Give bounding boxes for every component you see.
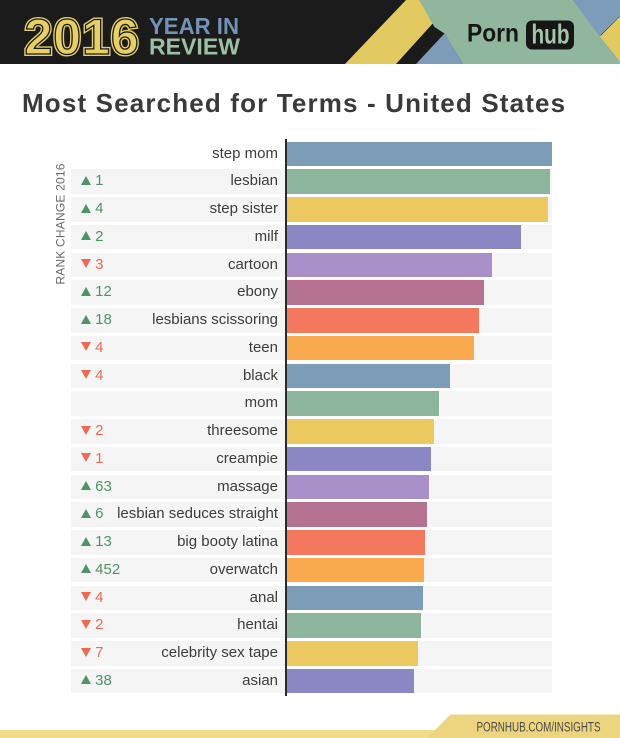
svg-text:PORNHUB.COM/INSIGHTS: PORNHUB.COM/INSIGHTS [477, 719, 601, 734]
svg-text:Porn: Porn [467, 20, 519, 48]
svg-text:YEAR IN: YEAR IN [149, 13, 239, 39]
svg-text:hub: hub [532, 19, 570, 50]
svg-text:2016: 2016 [25, 9, 140, 64]
svg-text:REVIEW: REVIEW [149, 34, 241, 60]
svg-text:2016: 2016 [25, 9, 140, 64]
